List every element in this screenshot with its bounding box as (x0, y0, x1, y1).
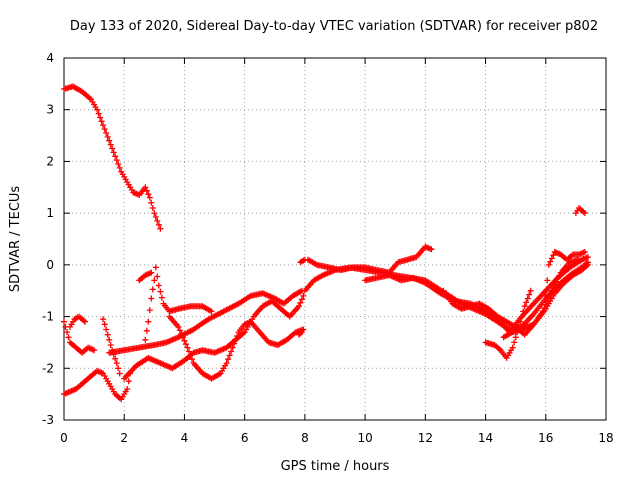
series-arc-6 (106, 287, 305, 356)
y-tick-label: -2 (42, 361, 54, 375)
x-tick-label: 8 (301, 431, 309, 445)
data-point-marks (500, 261, 591, 341)
series-arc-17 (542, 248, 588, 299)
data-marks (61, 83, 591, 403)
grid (64, 58, 606, 420)
series-arc-4 (61, 367, 134, 403)
y-tick-labels: -3 -2 -1 0 1 2 3 4 (42, 51, 54, 427)
data-point-marks (572, 205, 588, 217)
series-arc-8 (166, 313, 307, 382)
series-arc-7 (121, 292, 307, 382)
x-tick-label: 18 (598, 431, 613, 445)
series-arc-1 (61, 83, 164, 232)
data-point-marks (295, 329, 305, 338)
x-axis-label: GPS time / hours (281, 459, 390, 474)
chart-title: Day 133 of 2020, Sidereal Day-to-day VTE… (70, 19, 598, 34)
y-tick-label: 3 (46, 103, 54, 117)
x-tick-label: 14 (478, 431, 493, 445)
data-point-marks (100, 316, 123, 377)
data-point-marks (61, 367, 134, 403)
x-tick-label: 2 (120, 431, 128, 445)
data-point-marks (106, 287, 305, 356)
series-arc-16 (500, 261, 591, 341)
series-arc-5 (100, 316, 123, 377)
x-tick-label: 12 (418, 431, 433, 445)
data-point-marks (136, 269, 155, 284)
data-point-marks (304, 243, 435, 276)
axis-ticks (63, 57, 607, 421)
series-arc-3 (67, 313, 89, 330)
x-tick-labels: 0 2 4 6 8 10 12 14 16 18 (60, 431, 613, 445)
y-tick-label: -3 (42, 413, 54, 427)
x-tick-label: 16 (538, 431, 553, 445)
data-point-marks (61, 318, 98, 356)
data-point-marks (297, 256, 308, 266)
data-point-marks (440, 256, 582, 338)
series-arc-12 (304, 243, 435, 276)
data-point-marks (67, 313, 89, 330)
series-arc-18 (572, 205, 588, 217)
x-tick-label: 6 (241, 431, 249, 445)
series-arc-9 (142, 264, 215, 343)
series-arc-2 (61, 318, 98, 356)
x-tick-label: 0 (60, 431, 68, 445)
data-point-marks (121, 292, 307, 382)
plot-frame (63, 57, 607, 421)
x-tick-label: 10 (357, 431, 372, 445)
y-tick-label: -1 (42, 310, 54, 324)
y-tick-label: 4 (46, 51, 54, 65)
y-tick-label: 1 (46, 206, 54, 220)
y-tick-label: 0 (46, 258, 54, 272)
y-axis-label: SDTVAR / TECUs (8, 186, 23, 293)
data-point-marks (166, 313, 307, 382)
data-point-marks (542, 248, 588, 299)
data-point-marks (61, 83, 164, 232)
series-arc-14 (440, 256, 582, 338)
series-arc-10 (136, 269, 155, 284)
series-arc-19 (295, 329, 305, 338)
series-arc-20 (297, 256, 308, 266)
series-arc-15 (482, 287, 534, 361)
y-tick-label: 2 (46, 154, 54, 168)
x-tick-label: 4 (181, 431, 189, 445)
data-point-marks (142, 264, 215, 343)
data-point-marks (482, 287, 534, 361)
